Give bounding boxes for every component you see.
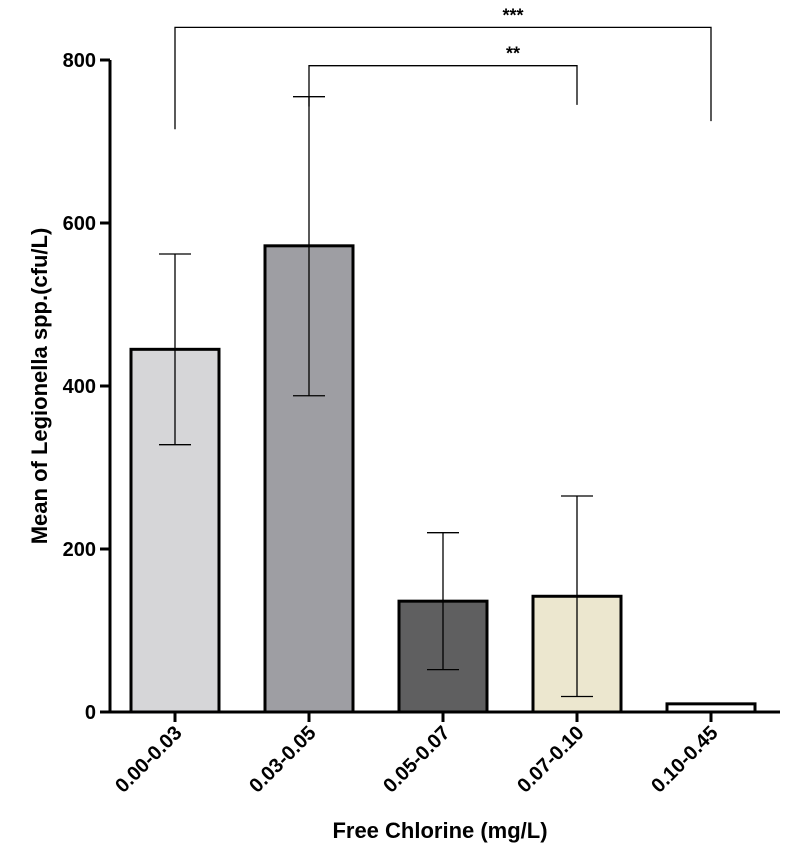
significance-label-0: *** bbox=[502, 5, 523, 25]
y-tick-label-0: 0 bbox=[85, 702, 96, 724]
x-tick-label-0.05-0.07: 0.05-0.07 bbox=[379, 722, 454, 797]
error-bars-layer bbox=[159, 96, 593, 698]
significance-bracket-1 bbox=[308, 65, 578, 107]
y-tick-label-600: 600 bbox=[63, 213, 96, 235]
x-tick-label-0.10-0.45: 0.10-0.45 bbox=[647, 722, 722, 797]
significance-bracket-0 bbox=[174, 26, 712, 130]
y-tick-label-400: 400 bbox=[63, 376, 96, 398]
x-tick-label-0.00-0.03: 0.00-0.03 bbox=[111, 722, 186, 797]
x-axis-title: Free Chlorine (mg/L) bbox=[332, 818, 547, 843]
x-tick-label-0.07-0.10: 0.07-0.10 bbox=[513, 722, 588, 797]
y-tick-label-200: 200 bbox=[63, 539, 96, 561]
x-tick-label-0.03-0.05: 0.03-0.05 bbox=[245, 722, 320, 797]
significance-layer: ***** bbox=[174, 5, 712, 130]
y-tick-label-800: 800 bbox=[63, 50, 96, 72]
y-axis-title: Mean of Legionella spp.(cfu/L) bbox=[27, 228, 52, 545]
significance-label-1: ** bbox=[506, 44, 520, 64]
